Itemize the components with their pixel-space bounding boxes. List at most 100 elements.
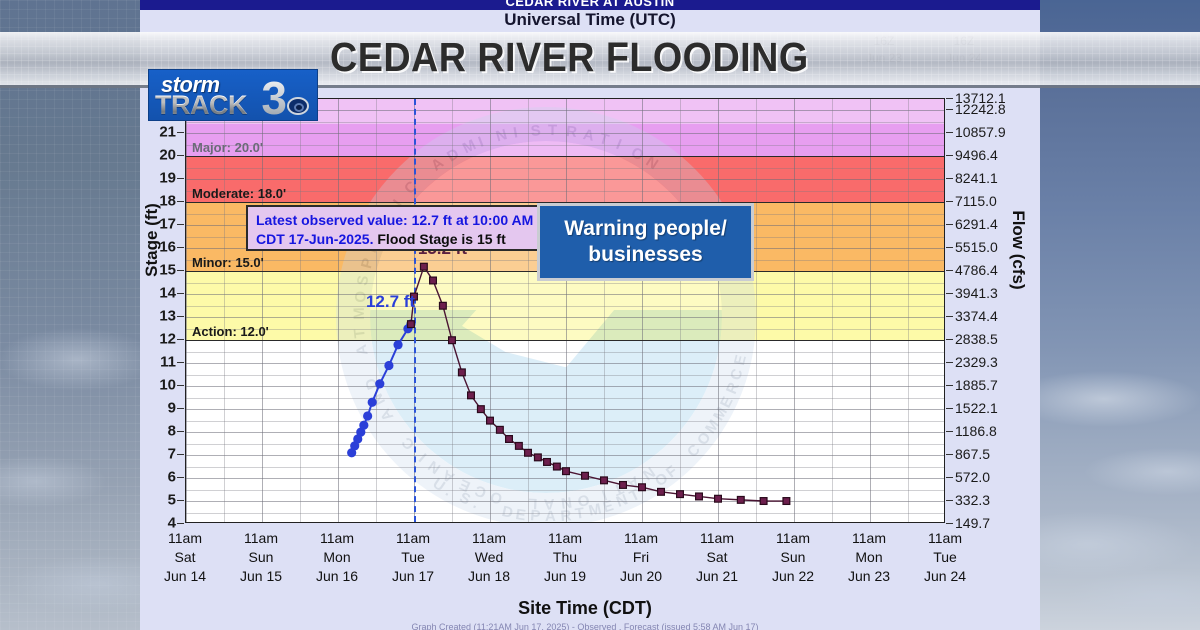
flow-tick-mark (946, 362, 953, 364)
data-point-observed (359, 420, 369, 430)
stage-tick-mark (177, 408, 184, 410)
data-point-forecast (581, 471, 590, 480)
time-tick-group: 11am Mon Jun 16 (316, 529, 358, 586)
station-title-bar: CEDAR RIVER AT AUSTIN (140, 0, 1040, 10)
gridline-horizontal-minor (186, 282, 944, 284)
flow-tick-label: 1186.8 (955, 423, 997, 440)
stage-tick-mark (177, 270, 184, 272)
flow-tick-mark (946, 247, 953, 249)
data-point-forecast (600, 476, 609, 485)
tick-time: 11am (168, 530, 202, 546)
site-time-axis-title: Site Time (CDT) (518, 598, 652, 618)
threshold-label-major: Major: 20.0' (192, 140, 264, 156)
data-point-forecast (657, 487, 666, 496)
tick-day: Sun (780, 549, 806, 565)
tick-day: Mon (855, 549, 883, 565)
gridline-vertical (300, 99, 301, 522)
cbs-eye-icon (287, 97, 309, 115)
gridline-vertical (566, 99, 567, 522)
stage-tick-label: 10 (159, 376, 176, 394)
flow-tick-mark (946, 201, 953, 203)
flow-tick-label: 3941.3 (955, 285, 998, 302)
stage-tick-mark (177, 523, 184, 524)
tick-day: Tue (401, 549, 425, 565)
tick-day: Sat (706, 549, 728, 565)
flow-tick-label: 7115.0 (955, 193, 997, 210)
gridline-horizontal-minor (186, 121, 944, 123)
data-point-forecast (406, 320, 415, 329)
stage-tick-mark (177, 500, 184, 502)
stage-tick-mark (177, 385, 184, 387)
time-tick-group: 11am Tue Jun 17 (392, 529, 434, 586)
annotation-12-7-ft: 12.7 ft (365, 292, 416, 312)
flow-tick-label: 1522.1 (955, 400, 998, 417)
flow-tick-mark (946, 155, 953, 157)
logo-word-storm: storm (161, 72, 220, 97)
data-point-forecast (467, 391, 476, 400)
tick-time: 11am (320, 530, 354, 546)
tick-date: Jun 21 (695, 568, 739, 584)
flow-tick-mark (946, 477, 953, 479)
data-point-forecast (476, 405, 485, 414)
gridline-vertical (870, 99, 871, 522)
gridline-vertical (794, 99, 795, 522)
tick-day: Wed (474, 549, 504, 565)
gridline-vertical (224, 99, 225, 522)
caption-text: Warning people/ businesses (564, 216, 727, 268)
tick-time: 11am (396, 530, 430, 546)
stage-tick-mark (177, 454, 184, 456)
graph-footnote: Graph Created (11:21AM Jun 17, 2025) - O… (411, 622, 759, 630)
flow-tick-mark (946, 293, 953, 295)
gridline-horizontal (186, 363, 944, 365)
tick-date: Jun 19 (543, 568, 587, 584)
threshold-line-action (186, 340, 944, 342)
stage-tick-label: 17 (159, 215, 176, 233)
stage-tick-mark (177, 201, 184, 203)
data-point-forecast (448, 336, 457, 345)
data-point-forecast (505, 435, 514, 444)
flow-tick-label: 2329.3 (955, 354, 998, 371)
callout-flood-stage: Flood Stage is 15 ft (377, 231, 506, 247)
stage-tick-mark (177, 224, 184, 226)
stage-tick-mark (177, 477, 184, 479)
stage-tick-label: 5 (167, 491, 176, 509)
flow-tick-mark (946, 385, 953, 387)
tick-date: Jun 23 (847, 568, 891, 584)
gridline-vertical (452, 99, 453, 522)
stage-tick-label: 15 (159, 261, 176, 279)
data-point-observed (384, 360, 394, 371)
data-point-forecast (457, 368, 466, 377)
tick-time: 11am (852, 530, 886, 546)
gridline-vertical (908, 99, 909, 522)
data-point-observed (367, 397, 377, 407)
caption-overlay-box: Warning people/ businesses (537, 203, 754, 281)
flow-tick-label: 149.7 (955, 515, 991, 531)
gridline-horizontal-minor (186, 328, 944, 330)
gridline-horizontal (186, 179, 944, 181)
gridline-horizontal-minor (186, 466, 944, 468)
backdrop-left-panel (0, 0, 140, 630)
threshold-line-major (186, 156, 944, 158)
flow-tick-mark (946, 316, 953, 318)
time-tick-group: 11am Sat Jun 21 (696, 529, 738, 586)
tick-time: 11am (700, 530, 734, 546)
stage-tick-label: 12 (159, 330, 176, 348)
flow-tick-mark (946, 500, 953, 502)
data-point-forecast (782, 497, 791, 506)
callout-date: CDT 17-Jun-2025. (256, 231, 374, 247)
flow-tick-mark (946, 431, 953, 433)
stage-tick-mark (177, 316, 184, 318)
data-point-forecast (713, 494, 722, 503)
data-point-observed (356, 427, 366, 437)
stage-tick-label: 6 (167, 468, 176, 486)
stage-tick-mark (177, 132, 184, 134)
time-tick-group: 11am Tue Jun 24 (924, 529, 966, 586)
flow-tick-label: 5515.0 (955, 239, 998, 256)
time-tick-group: 11am Sat Jun 14 (164, 529, 206, 586)
data-point-forecast (552, 462, 561, 471)
data-point-forecast (514, 441, 523, 450)
data-point-forecast (410, 292, 419, 301)
data-point-forecast (619, 480, 628, 489)
gridline-horizontal-minor (186, 420, 944, 422)
data-point-forecast (695, 492, 704, 501)
